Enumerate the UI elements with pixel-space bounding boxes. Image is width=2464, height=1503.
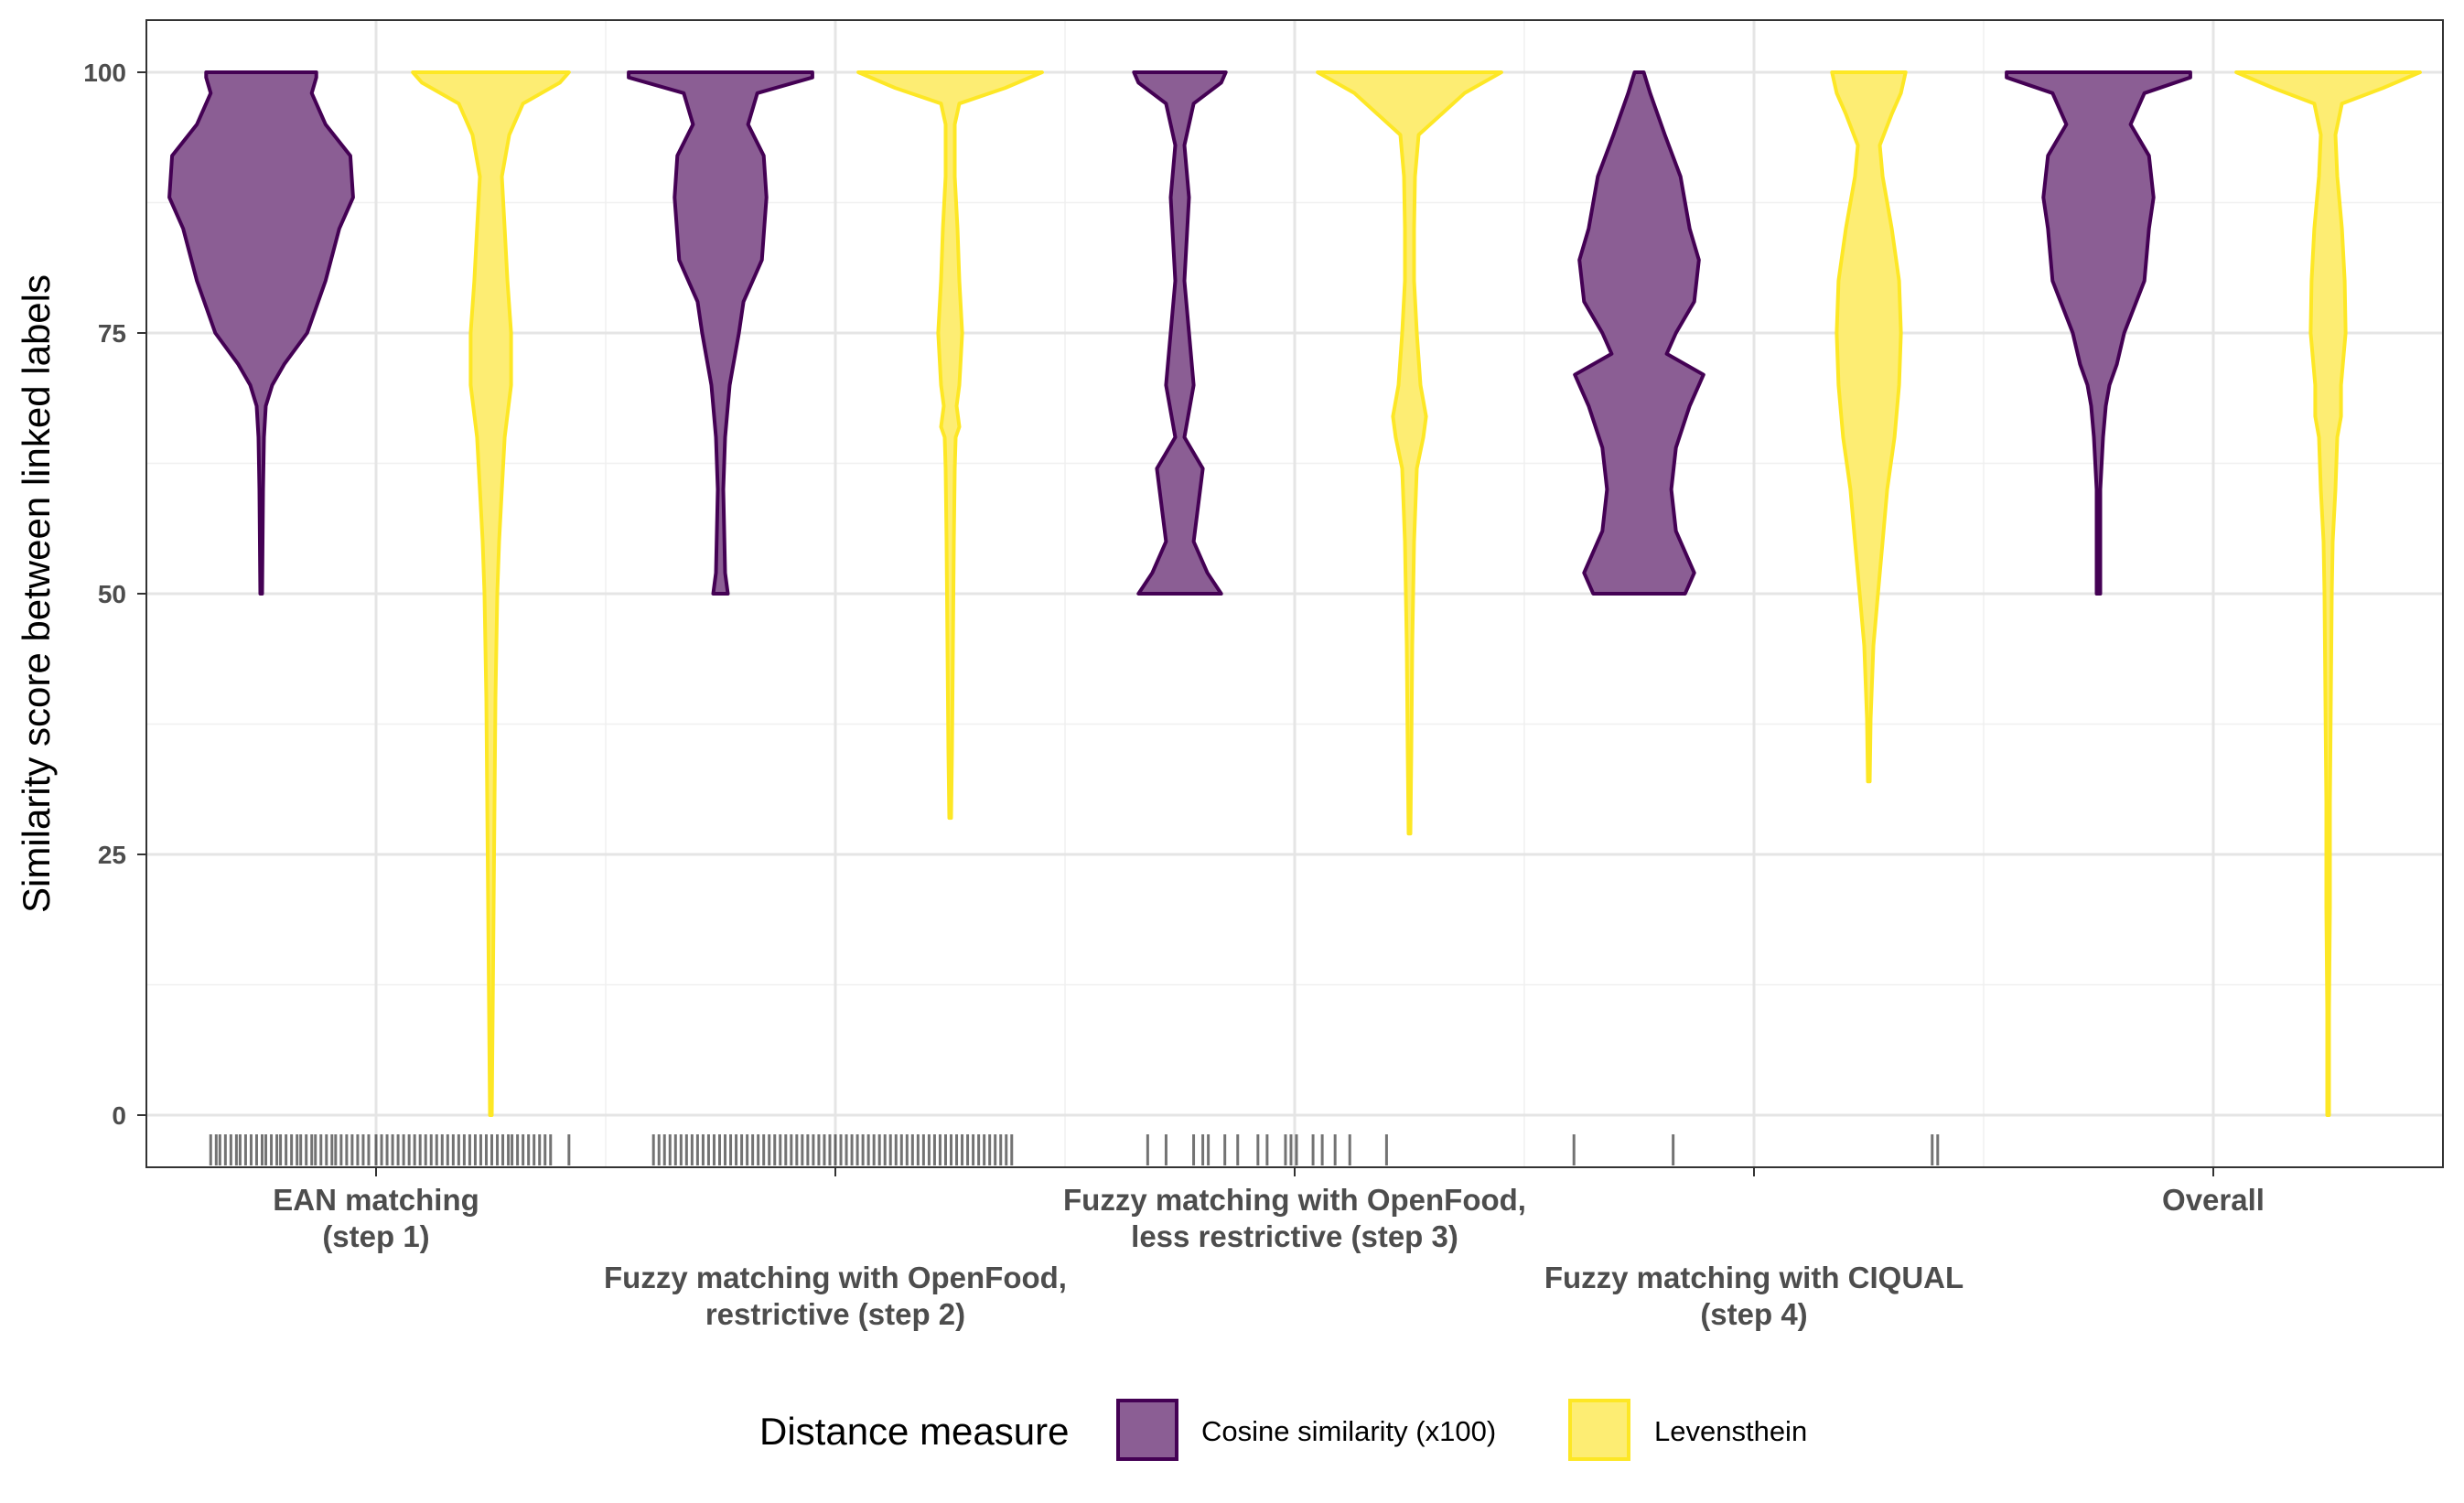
x-axis: EAN matching (step 1) Fuzzy matching with … <box>273 1167 2265 1331</box>
violin-cosine-1 <box>627 70 814 596</box>
legend-key-levensthein <box>1568 1399 1630 1461</box>
x-tick-label: Fuzzy matching with OpenFood, restrictive… <box>604 1261 1067 1331</box>
y-tick-label: 25 <box>98 841 126 869</box>
y-tick-label: 75 <box>98 319 126 348</box>
legend-title: Distance measure <box>759 1410 1069 1453</box>
y-axis: 0 25 50 75 100 <box>83 59 146 1130</box>
rug-layer <box>209 1134 1940 1165</box>
violin-cosine-4 <box>2005 70 2192 596</box>
x-tick-label: Fuzzy matching with OpenFood, less restri… <box>1063 1183 1526 1253</box>
violin-levensthein-3 <box>1830 70 1908 784</box>
violin-levensthein-2 <box>1316 70 1503 836</box>
violin-levensthein-0 <box>411 70 571 1117</box>
x-tick-label-line: restrictive (step 2) <box>705 1297 965 1331</box>
legend-key-cosine <box>1116 1399 1178 1461</box>
y-tick-label: 100 <box>83 59 126 87</box>
violin-levensthein-4 <box>2234 70 2422 1117</box>
x-tick-label-line: (step 1) <box>322 1219 429 1253</box>
x-tick-label: EAN matching (step 1) <box>273 1183 479 1253</box>
legend: Distance measure Cosine similarity (x100… <box>759 1399 1807 1461</box>
y-tick-label: 0 <box>112 1101 126 1130</box>
x-tick-label-line: Fuzzy matching with CIQUAL <box>1544 1261 1964 1294</box>
x-tick-label-line: less restrictive (step 3) <box>1131 1219 1458 1253</box>
x-tick-label-line: EAN matching <box>273 1183 479 1217</box>
major-gridlines <box>146 20 2443 1167</box>
y-tick-label: 50 <box>98 580 126 608</box>
violin-cosine-3 <box>1573 70 1705 596</box>
legend-label-cosine: Cosine similarity (x100) <box>1201 1415 1496 1447</box>
x-tick-label: Overall <box>2162 1183 2265 1217</box>
violins-layer <box>167 70 2422 1117</box>
legend-label-levensthein: Levensthein <box>1654 1415 1807 1447</box>
x-tick-label-line: Fuzzy matching with OpenFood, <box>604 1261 1067 1294</box>
x-tick-label-line: (step 4) <box>1700 1297 1807 1331</box>
x-tick-label-line: Overall <box>2162 1183 2265 1217</box>
violin-cosine-2 <box>1132 70 1228 596</box>
x-tick-label-line: Fuzzy matching with OpenFood, <box>1063 1183 1526 1217</box>
violin-levensthein-1 <box>856 70 1044 821</box>
x-tick-label: Fuzzy matching with CIQUAL (step 4) <box>1544 1261 1964 1331</box>
violin-cosine-0 <box>167 70 355 596</box>
y-axis-label: Similarity score between linked labels <box>15 274 58 913</box>
